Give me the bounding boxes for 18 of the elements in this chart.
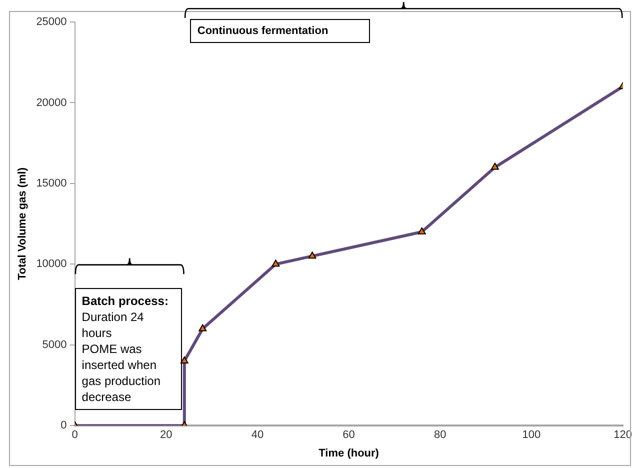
y-tick-label: 0 xyxy=(60,420,67,432)
y-axis-title: Total Volume gas (ml) xyxy=(16,167,29,280)
annotation: Continuous fermentation xyxy=(197,24,330,38)
y-tick-label: 20000 xyxy=(36,96,67,109)
annotation: Batch process: Duration 24 hours POME was inserted when gas production decrease xyxy=(82,293,170,406)
note-box: Batch process: Duration 24 hours POME was inserted when gas production decrease xyxy=(74,288,182,410)
note-box: Continuous fermentation xyxy=(190,19,370,43)
y-tick-label: 5000 xyxy=(42,338,67,351)
x-tick-label: 20 xyxy=(160,429,172,442)
x-tick-label: 0 xyxy=(72,429,78,442)
x-tick-label: 60 xyxy=(342,429,355,442)
y-tick-label: 10000 xyxy=(36,258,67,270)
x-tick-label: 80 xyxy=(434,429,446,442)
y-tick-label: 15000 xyxy=(36,177,67,190)
x-axis-title: Time (hour) xyxy=(318,447,380,460)
x-tick-label: 100 xyxy=(522,429,541,442)
y-tick-label: 25000 xyxy=(36,16,67,28)
x-tick-label: 40 xyxy=(251,429,264,442)
